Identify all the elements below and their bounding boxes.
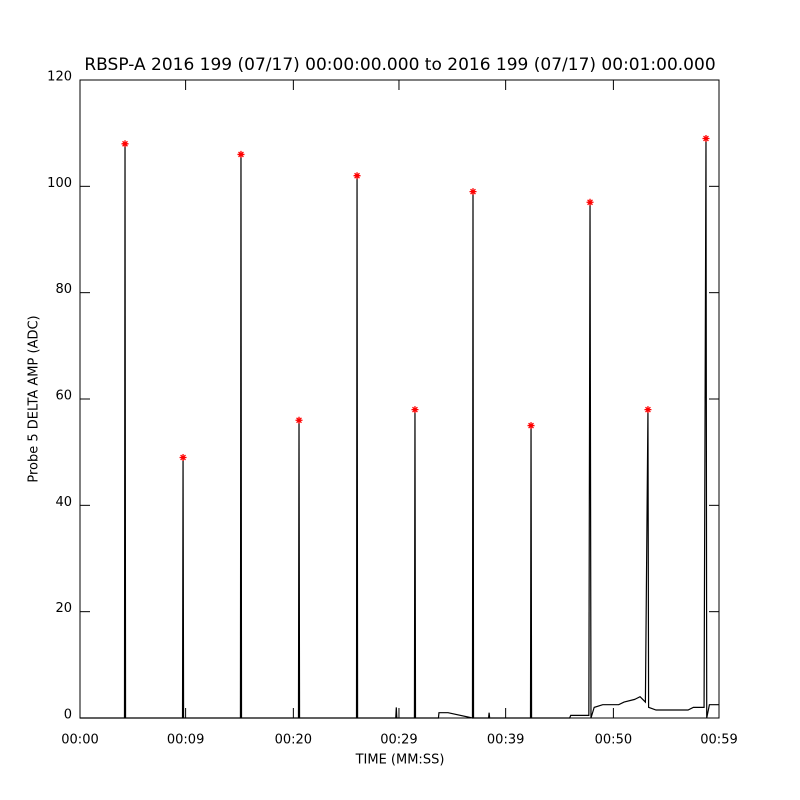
peak-marker bbox=[644, 406, 652, 414]
x-tick-label: 00:09 bbox=[167, 733, 204, 748]
peak-marker bbox=[295, 416, 303, 424]
y-tick-label: 40 bbox=[55, 495, 72, 510]
x-tick-label: 00:29 bbox=[380, 733, 417, 748]
y-tick-label: 80 bbox=[55, 282, 72, 297]
peak-marker bbox=[586, 198, 594, 206]
y-tick-label: 120 bbox=[47, 70, 72, 85]
peak-marker bbox=[121, 140, 129, 148]
peak-marker bbox=[237, 150, 245, 158]
y-axis-title: Probe 5 DELTA AMP (ADC) bbox=[27, 315, 42, 482]
chart-title: RBSP-A 2016 199 (07/17) 00:00:00.000 to … bbox=[84, 55, 715, 75]
x-axis-title: TIME (MM:SS) bbox=[355, 753, 445, 768]
x-tick-label: 00:00 bbox=[61, 733, 98, 748]
trace-line bbox=[80, 138, 719, 719]
peak-marker bbox=[527, 422, 535, 430]
y-tick-label: 20 bbox=[55, 601, 72, 616]
y-tick-label: 100 bbox=[47, 176, 72, 191]
peak-marker bbox=[179, 453, 187, 461]
x-tick-label: 00:50 bbox=[595, 733, 632, 748]
peak-marker bbox=[411, 406, 419, 414]
y-tick-label: 0 bbox=[64, 708, 72, 723]
x-tick-label: 00:39 bbox=[487, 733, 524, 748]
x-tick-label: 00:59 bbox=[700, 733, 737, 748]
peak-marker bbox=[702, 134, 710, 142]
peak-marker bbox=[469, 188, 477, 196]
y-tick-label: 60 bbox=[55, 389, 72, 404]
x-tick-label: 00:20 bbox=[275, 733, 312, 748]
peak-marker bbox=[353, 172, 361, 180]
